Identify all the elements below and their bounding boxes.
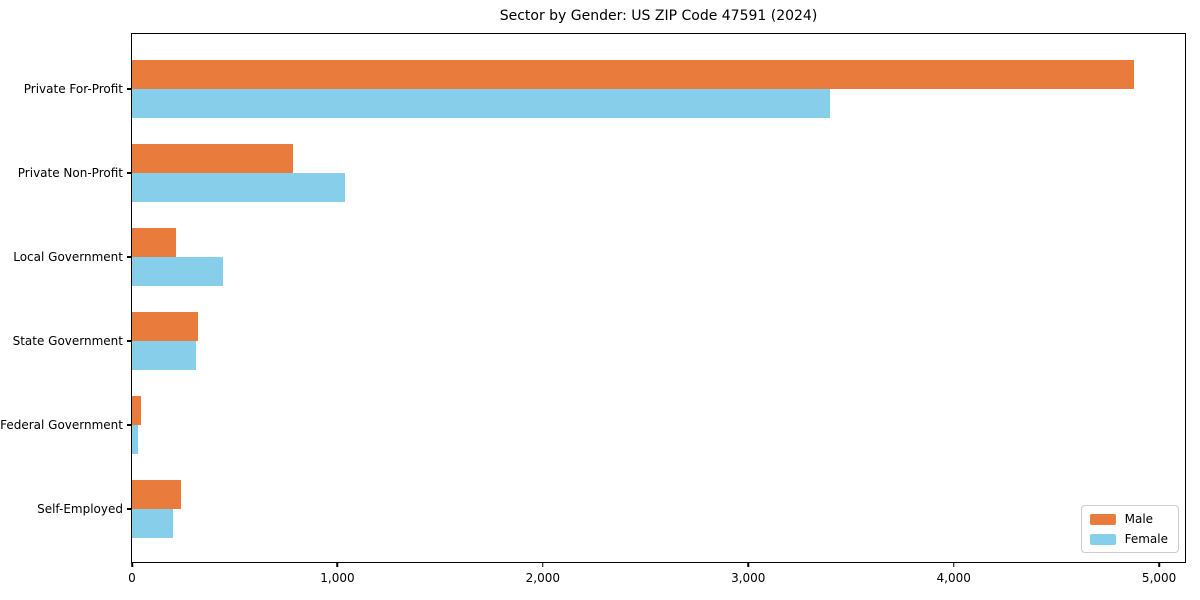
x-tick-label: 5,000 <box>1141 571 1177 585</box>
y-tick-mark <box>127 508 132 510</box>
bar-male-private-non-profit <box>132 144 294 173</box>
bar-group-local-government <box>132 215 1185 299</box>
bar-female-state-government <box>132 341 196 370</box>
legend-entry-male: Male <box>1089 512 1168 526</box>
legend-swatch-female-icon <box>1089 533 1116 545</box>
y-tick-label: Private For-Profit <box>23 82 123 96</box>
legend-label-male: Male <box>1124 512 1154 526</box>
y-tick-mark <box>127 256 132 258</box>
x-tick-mark <box>1158 562 1160 567</box>
x-tick-label: 2,000 <box>525 571 561 585</box>
x-tick-label: 1,000 <box>320 571 355 585</box>
bar-group-state-government <box>132 299 1185 383</box>
plot-area: Private For-Profit Private Non-Profit Loca… <box>0 33 1186 585</box>
bar-male-state-government <box>132 312 198 341</box>
x-tick-label: 3,000 <box>731 571 766 585</box>
bar-male-self-employed <box>132 480 182 509</box>
bar-male-private-for-profit <box>132 60 1135 89</box>
legend-entry-female: Female <box>1089 532 1168 546</box>
bar-female-self-employed <box>132 509 174 538</box>
bar-group-private-for-profit <box>132 47 1185 131</box>
x-tick-label: 4,000 <box>936 571 971 585</box>
y-tick-mark <box>127 88 132 90</box>
bar-female-local-government <box>132 257 224 286</box>
legend: Male Female <box>1080 505 1179 553</box>
x-tick-mark <box>747 562 750 567</box>
x-tick-mark <box>131 562 133 567</box>
y-tick-label: Federal Government <box>0 418 123 432</box>
legend-swatch-male-icon <box>1089 513 1116 525</box>
x-tick-mark <box>336 562 339 567</box>
y-tick-label: Local Government <box>13 250 123 264</box>
y-tick-mark <box>127 424 132 426</box>
x-tick-mark <box>952 562 955 567</box>
x-tick-label: 0 <box>128 571 136 585</box>
y-tick-mark <box>127 172 132 174</box>
chart-title: Sector by Gender: US ZIP Code 47591 (202… <box>499 8 818 24</box>
legend-label-female: Female <box>1124 532 1168 546</box>
x-tick-mark <box>542 562 544 567</box>
y-tick-label: State Government <box>12 334 123 348</box>
bar-male-federal-government <box>132 396 142 425</box>
y-tick-label: Private Non-Profit <box>17 166 123 180</box>
bar-male-local-government <box>132 228 177 257</box>
bar-group-private-non-profit <box>132 131 1185 215</box>
bar-female-private-for-profit <box>132 89 831 118</box>
bar-group-federal-government <box>132 383 1185 467</box>
y-tick-mark <box>127 340 132 342</box>
bar-female-private-non-profit <box>132 173 345 202</box>
bar-female-federal-government <box>132 425 139 454</box>
bar-group-self-employed <box>132 467 1185 551</box>
y-tick-label: Self-Employed <box>37 502 123 516</box>
